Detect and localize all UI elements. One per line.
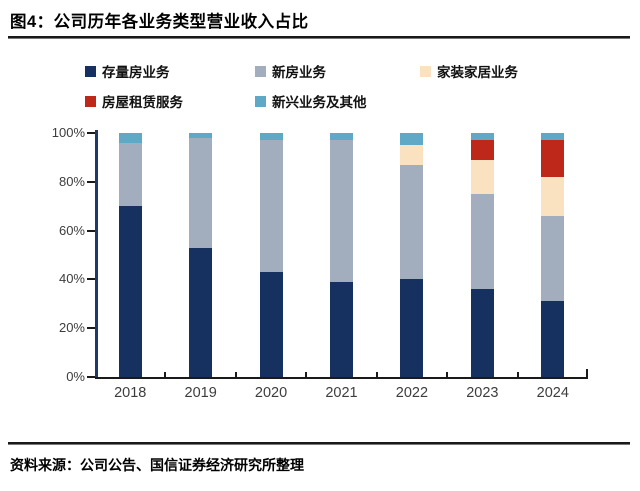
y-axis-tick	[87, 278, 95, 281]
y-axis-tick	[87, 180, 95, 183]
figure-title: 图4：公司历年各业务类型营业收入占比	[10, 13, 309, 31]
x-axis-tick	[516, 372, 519, 377]
bar-segment	[259, 133, 283, 141]
legend-swatch	[85, 95, 96, 107]
bar-segment	[470, 289, 494, 377]
source-divider	[8, 442, 630, 445]
x-axis-label: 2019	[184, 385, 217, 401]
bar-segment	[118, 206, 142, 377]
bar-segment	[189, 133, 213, 138]
x-axis-line	[95, 376, 588, 379]
x-axis-tick	[234, 372, 237, 377]
bar-segment	[189, 247, 213, 377]
y-axis-label: 0%	[66, 369, 85, 384]
x-axis-end-tick	[585, 369, 588, 377]
x-axis-label: 2023	[466, 385, 499, 401]
bar-segment	[541, 301, 565, 377]
y-axis-tick	[87, 132, 95, 134]
bar-segment	[330, 281, 353, 377]
legend-item: 存量房业务	[85, 61, 255, 81]
legend-label: 新兴业务及其他	[272, 95, 367, 110]
legend-item: 新房业务	[255, 61, 420, 81]
legend-swatch	[85, 65, 96, 77]
y-axis-label: 20%	[58, 320, 85, 336]
legend-swatch	[255, 65, 266, 77]
bar-segment	[541, 215, 565, 302]
x-axis-label: 2024	[536, 385, 569, 401]
legend: 存量房业务 新房业务 家装家居业务房屋租赁服务 新兴业务及其他	[85, 56, 518, 116]
legend-item: 房屋租赁服务	[85, 91, 255, 111]
bar-segment	[470, 140, 494, 160]
bar-segment	[259, 140, 283, 273]
legend-label: 新房业务	[272, 65, 326, 80]
bar-segment	[189, 137, 213, 248]
bar-segment	[330, 140, 353, 282]
legend-swatch	[420, 65, 431, 77]
x-axis-label: 2022	[395, 385, 429, 401]
chart: 100% 80% 60% 40% 20% 0% 2018 2019 2020 2021 2022 20…	[51, 125, 588, 401]
legend-item: 新兴业务及其他	[255, 91, 420, 111]
bar-segment	[400, 279, 424, 377]
bar-segment	[400, 164, 424, 280]
y-axis-label: 60%	[58, 222, 85, 238]
bar-segment	[330, 133, 353, 141]
bar-segment	[118, 133, 142, 143]
legend-label: 存量房业务	[102, 65, 170, 80]
bar-segment	[470, 159, 494, 194]
y-axis-tick	[87, 229, 95, 232]
bar-segment	[400, 145, 424, 165]
y-axis-line	[95, 130, 98, 379]
y-axis-label: 80%	[58, 173, 85, 189]
x-axis-tick	[446, 372, 449, 377]
bar-segment	[541, 133, 565, 141]
x-axis-label: 2018	[114, 385, 147, 401]
bar-segment	[400, 133, 424, 146]
x-axis-label: 2020	[254, 385, 288, 401]
y-axis-tick	[87, 327, 95, 330]
x-axis-tick	[164, 372, 167, 377]
x-axis-tick	[305, 372, 308, 377]
x-axis-label: 2021	[325, 385, 358, 401]
legend-swatch	[255, 95, 266, 107]
bar-segment	[541, 176, 565, 216]
y-axis-tick	[87, 376, 95, 378]
bar-segment	[259, 272, 283, 377]
legend-label: 房屋租赁服务	[102, 95, 183, 110]
y-axis-label: 100%	[51, 125, 85, 140]
bar-segment	[470, 133, 494, 141]
legend-label: 家装家居业务	[437, 65, 518, 80]
bar-segment	[470, 194, 494, 290]
x-axis-tick	[375, 372, 378, 377]
source-note: 资料来源：公司公告、国信证券经济研究所整理	[10, 457, 304, 473]
bar-segment	[118, 142, 142, 207]
bar-segment	[541, 140, 565, 177]
title-divider	[8, 36, 630, 39]
legend-item: 家装家居业务	[420, 61, 518, 81]
y-axis-label: 40%	[58, 271, 85, 287]
